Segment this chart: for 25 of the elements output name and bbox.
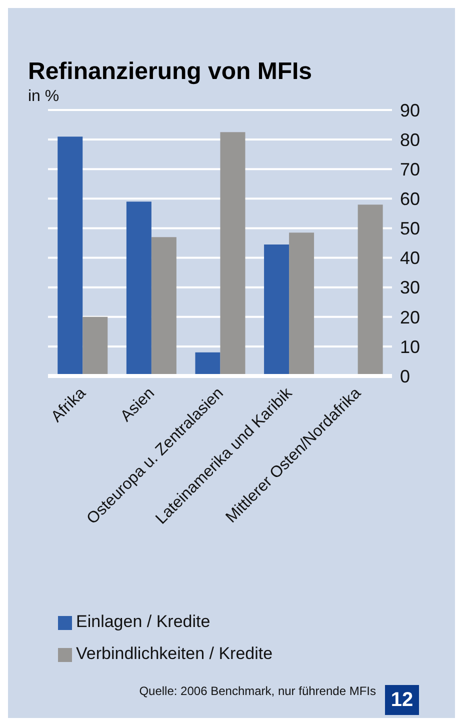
bar — [289, 232, 314, 376]
legend-label: Einlagen / Kredite — [76, 612, 210, 631]
bar — [264, 244, 290, 376]
legend-label: Verbindlichkeiten / Kredite — [76, 644, 273, 663]
y-tick-label: 50 — [400, 218, 420, 239]
y-tick-label: 70 — [400, 160, 420, 180]
y-tick-label: 60 — [400, 189, 420, 210]
chart-subtitle: in % — [28, 88, 60, 106]
y-tick-label: 80 — [400, 130, 420, 150]
y-tick-label: 10 — [400, 336, 420, 357]
y-tick-label: 90 — [400, 100, 420, 120]
source-note: Quelle: 2006 Benchmark, nur führende MFIs — [138, 684, 376, 698]
y-tick-label: 0 — [400, 366, 410, 386]
bar — [126, 202, 152, 376]
bar — [151, 237, 176, 376]
bar — [82, 316, 108, 376]
bar — [358, 204, 383, 376]
bar — [195, 352, 220, 376]
bar — [220, 132, 246, 376]
bar — [58, 136, 83, 376]
chart-title: Refinanzierung von MFIs — [28, 58, 312, 86]
text: 12 — [385, 685, 419, 715]
y-tick-label: 30 — [400, 278, 420, 298]
y-tick-label: 20 — [400, 307, 420, 328]
y-tick-label: 40 — [400, 248, 420, 268]
